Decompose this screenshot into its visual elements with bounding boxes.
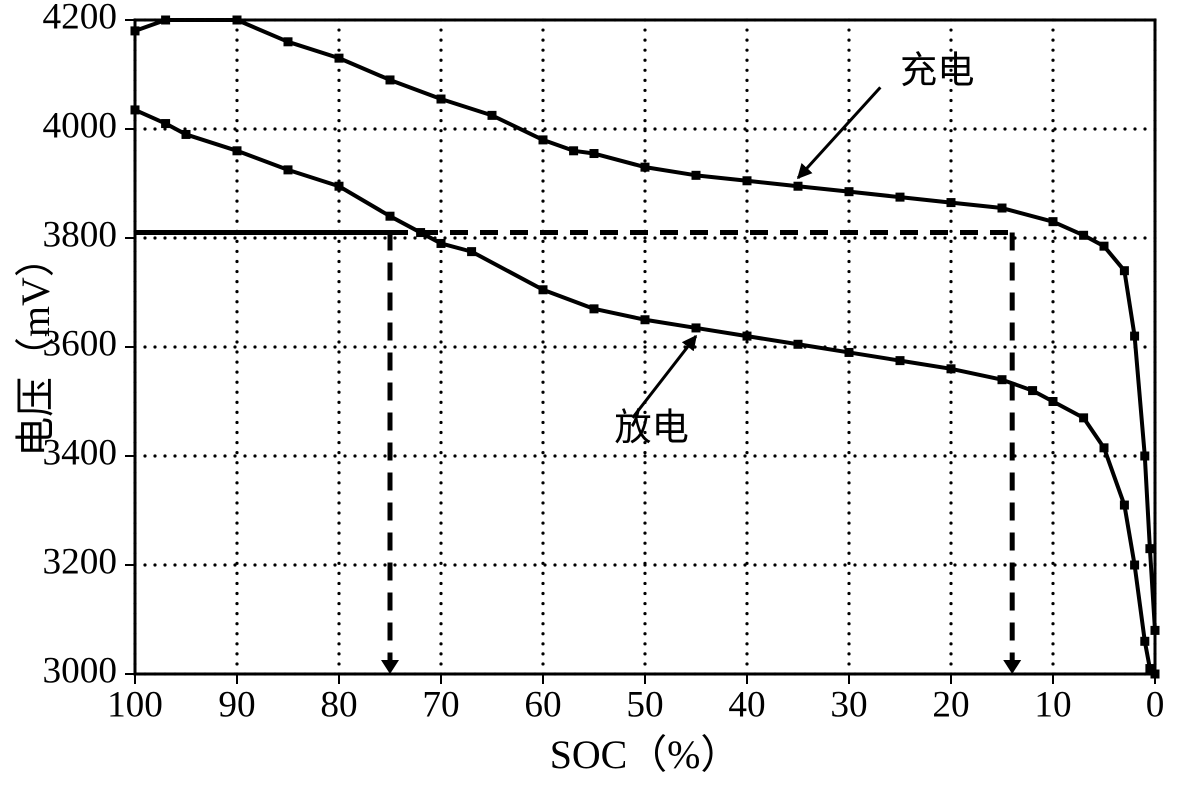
marker-charge	[743, 176, 752, 185]
marker-discharge	[1049, 397, 1058, 406]
marker-discharge	[743, 332, 752, 341]
x-tick-label: 0	[1146, 685, 1165, 726]
marker-discharge	[161, 119, 170, 128]
x-tick-label: 80	[320, 685, 357, 726]
marker-charge	[692, 171, 701, 180]
marker-discharge	[692, 323, 701, 332]
marker-discharge	[1120, 501, 1129, 510]
marker-charge	[233, 16, 242, 25]
y-axis-title: 电压（mV）	[13, 237, 58, 456]
marker-charge	[569, 146, 578, 155]
marker-discharge	[1100, 443, 1109, 452]
marker-discharge	[794, 340, 803, 349]
marker-discharge	[590, 304, 599, 313]
marker-charge	[1079, 231, 1088, 240]
x-tick-label: 30	[830, 685, 867, 726]
marker-charge	[1151, 626, 1160, 635]
marker-charge	[131, 26, 140, 35]
annotation-label-discharge_label: 放电	[614, 407, 688, 449]
x-tick-label: 50	[626, 685, 663, 726]
marker-discharge	[1140, 637, 1149, 646]
y-tick-label: 4200	[43, 0, 117, 38]
marker-discharge	[437, 239, 446, 248]
marker-discharge	[947, 364, 956, 373]
marker-charge	[386, 75, 395, 84]
marker-charge	[1140, 452, 1149, 461]
x-tick-label: 60	[524, 685, 561, 726]
marker-charge	[641, 163, 650, 172]
y-tick-label: 4000	[43, 106, 117, 147]
marker-discharge	[182, 130, 191, 139]
marker-discharge	[896, 356, 905, 365]
marker-discharge	[233, 146, 242, 155]
chart-svg: 1009080706050403020100300032003400360038…	[0, 0, 1195, 794]
marker-discharge	[998, 375, 1007, 384]
marker-discharge	[335, 182, 344, 191]
marker-charge	[794, 182, 803, 191]
x-tick-label: 10	[1034, 685, 1071, 726]
x-tick-label: 20	[932, 685, 969, 726]
marker-discharge	[131, 105, 140, 114]
annotation-label-charge_label: 充电	[900, 50, 974, 92]
marker-charge	[896, 193, 905, 202]
x-axis-title: SOC（%）	[550, 732, 741, 777]
marker-discharge	[467, 247, 476, 256]
voltage-soc-chart: 1009080706050403020100300032003400360038…	[0, 0, 1195, 794]
x-tick-label: 40	[728, 685, 765, 726]
marker-discharge	[284, 165, 293, 174]
marker-charge	[539, 135, 548, 144]
marker-discharge	[845, 348, 854, 357]
marker-charge	[1120, 266, 1129, 275]
marker-charge	[437, 95, 446, 104]
marker-discharge	[1028, 386, 1037, 395]
marker-charge	[1130, 332, 1139, 341]
marker-charge	[947, 198, 956, 207]
marker-charge	[1100, 242, 1109, 251]
marker-discharge	[1130, 561, 1139, 570]
marker-charge	[1049, 217, 1058, 226]
marker-charge	[488, 111, 497, 120]
marker-charge	[998, 204, 1007, 213]
x-tick-label: 90	[218, 685, 255, 726]
marker-discharge	[641, 315, 650, 324]
marker-discharge	[539, 285, 548, 294]
x-tick-label: 70	[422, 685, 459, 726]
marker-charge	[590, 149, 599, 158]
marker-charge	[284, 37, 293, 46]
marker-discharge	[1079, 413, 1088, 422]
marker-discharge	[386, 212, 395, 221]
marker-charge	[1145, 544, 1154, 553]
marker-charge	[161, 16, 170, 25]
marker-charge	[335, 54, 344, 63]
y-tick-label: 3000	[43, 651, 117, 692]
y-tick-label: 3200	[43, 542, 117, 583]
marker-discharge	[416, 228, 425, 237]
marker-charge	[845, 187, 854, 196]
